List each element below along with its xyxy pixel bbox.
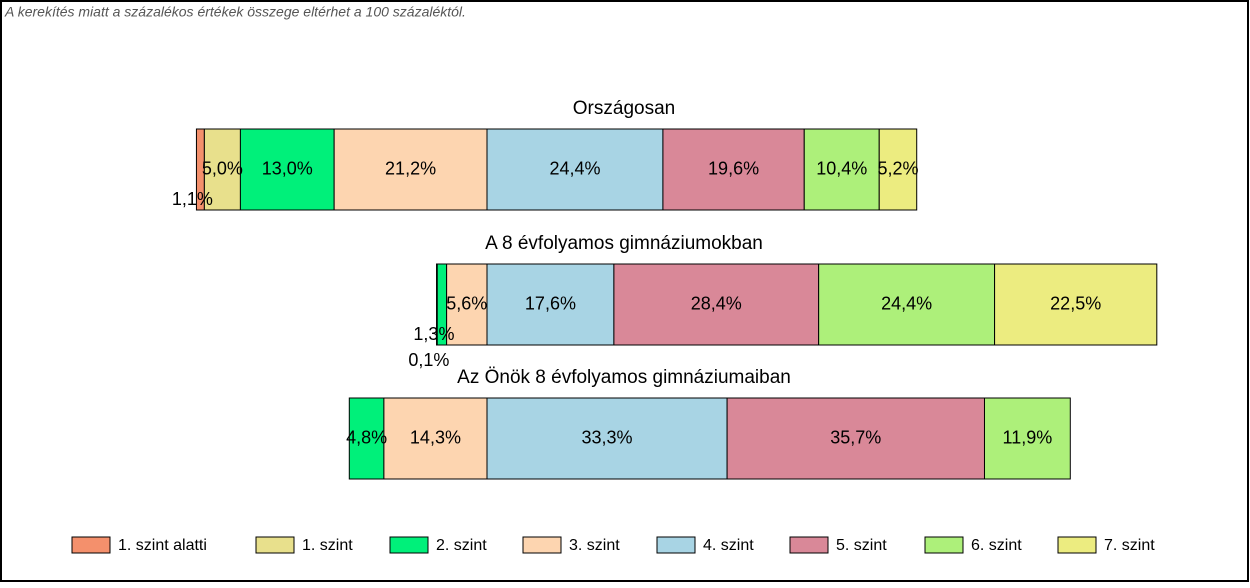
- legend-swatch: [71, 536, 111, 554]
- row-title: A 8 évfolyamos gimnáziumokban: [485, 233, 763, 254]
- data-label: 1,1%: [172, 189, 213, 209]
- bar-segment: [662, 128, 805, 211]
- row-title: Az Önök 8 évfolyamos gimnáziumaiban: [457, 367, 791, 388]
- data-label: 4,8%: [346, 427, 387, 447]
- legend-swatch: [924, 536, 964, 554]
- legend-label: 5. szint: [836, 537, 887, 554]
- legend-label: 6. szint: [971, 537, 1022, 554]
- data-label: 28,4%: [691, 293, 742, 313]
- data-label: 14,3%: [410, 427, 461, 447]
- bar-segment: [486, 128, 664, 211]
- bar-segment: [446, 263, 488, 346]
- legend-swatch: [522, 536, 562, 554]
- data-label: 17,6%: [525, 293, 576, 313]
- bar-segment: [878, 128, 918, 211]
- data-label: 5,6%: [446, 293, 487, 313]
- data-label: 19,6%: [708, 158, 759, 178]
- note: A kerekítés miatt a százalékos értékek ö…: [4, 4, 466, 20]
- data-label: 24,4%: [881, 293, 932, 313]
- legend-swatch: [789, 536, 829, 554]
- data-label: 21,2%: [385, 158, 436, 178]
- data-label: 24,4%: [549, 158, 600, 178]
- bar-segment: [994, 263, 1158, 346]
- data-label: 5,0%: [202, 158, 243, 178]
- legend-label: 3. szint: [569, 537, 620, 554]
- data-label: 1,3%: [413, 324, 454, 344]
- data-label: 13,0%: [262, 158, 313, 178]
- legend-swatch: [1057, 536, 1097, 554]
- data-label: 10,4%: [816, 158, 867, 178]
- data-label: 11,9%: [1003, 427, 1053, 447]
- data-label: 5,2%: [877, 158, 918, 178]
- legend-swatch: [656, 536, 696, 554]
- bar-segment: [803, 128, 880, 211]
- bar-segment: [983, 397, 1071, 480]
- data-label: 35,7%: [830, 427, 881, 447]
- bar-segment: [486, 397, 728, 480]
- bar-segment: [333, 128, 488, 211]
- legend-swatch: [389, 536, 429, 554]
- row-title: Országosan: [573, 98, 675, 119]
- bar-segment: [486, 263, 615, 346]
- data-label: 0,1%: [408, 350, 449, 370]
- legend-label: 4. szint: [703, 537, 754, 554]
- legend-label: 1. szint: [302, 537, 353, 554]
- data-label: 22,5%: [1050, 293, 1101, 313]
- legend-label: 1. szint alatti: [118, 537, 207, 554]
- bar-segment: [203, 128, 241, 211]
- legend-label: 7. szint: [1104, 537, 1155, 554]
- legend-label: 2. szint: [436, 537, 487, 554]
- bar-segment: [383, 397, 488, 480]
- bar-segment: [726, 397, 985, 480]
- data-label: 33,3%: [582, 427, 633, 447]
- bar-segment: [613, 263, 820, 346]
- legend-swatch: [255, 536, 295, 554]
